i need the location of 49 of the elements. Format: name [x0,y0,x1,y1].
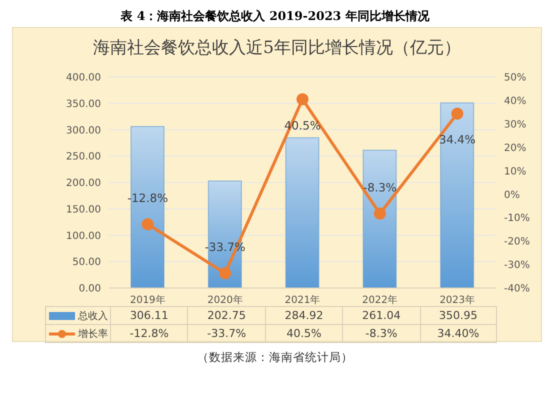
y2-tick-label: 20% [504,142,526,154]
y2-tick-label: 30% [504,119,526,130]
y-tick-label: 200.00 [66,178,101,190]
point [296,93,308,106]
y-tick-label: 300.00 [66,125,101,136]
bar [440,102,474,288]
y2-tick-label: 10% [504,166,526,178]
y-tick-label: 50.00 [72,257,101,268]
bar [362,150,397,288]
y2-tick-label: 40% [504,96,526,107]
y2-tick-label: -40% [504,284,530,295]
data-label: 284.92 [264,307,342,324]
bar [285,137,320,288]
point [374,208,386,220]
x-tick-label: 2023年 [440,294,476,306]
y-tick-label: 400.00 [66,72,101,84]
data-label: 261.04 [342,307,420,324]
data-label: -12.8% [110,325,188,342]
point [451,108,464,120]
data-label: -8.3% [342,325,420,342]
y2-tick-label: 50% [504,72,526,84]
annotation: 34.4% [439,132,476,147]
point [219,267,232,280]
x-tick-label: 2022年 [362,294,398,306]
data-label: 40.5% [264,325,342,342]
text: （数据来源：海南省统计局） [196,350,354,365]
data-label: -33.7% [187,325,265,342]
x-tick-label: 2020年 [207,294,243,306]
data-label: 306.11 [110,307,188,324]
annotation: -8.3% [363,180,397,195]
y-tick-label: 150.00 [66,204,101,216]
y2-tick-label: -30% [504,260,530,272]
point [142,218,154,230]
y-tick-label: 0.00 [78,284,101,295]
y2-tick-label: 0% [504,190,520,201]
data-label: 350.95 [420,307,497,324]
x-tick-label: 2019年 [130,294,166,306]
legend-label: 总收入 [78,310,108,322]
data-label: 34.40% [420,325,497,342]
y-tick-label: 100.00 [66,230,101,242]
data-label: 202.75 [187,307,265,324]
y-tick-label: 250.00 [66,152,101,163]
x-tick-label: 2021年 [284,294,320,306]
legend-label: 增长率 [78,328,108,340]
y2-tick-label: -20% [504,236,530,248]
y2-tick-label: -10% [504,213,530,224]
chart-title: 海南社会餐饮总收入近5年同比增长情况（亿元） [92,37,462,59]
chart-subtitle: 表 4：海南社会餐饮总收入 2019-2023 年同比增长情况 [120,8,430,25]
y-tick-label: 350.00 [66,98,101,110]
